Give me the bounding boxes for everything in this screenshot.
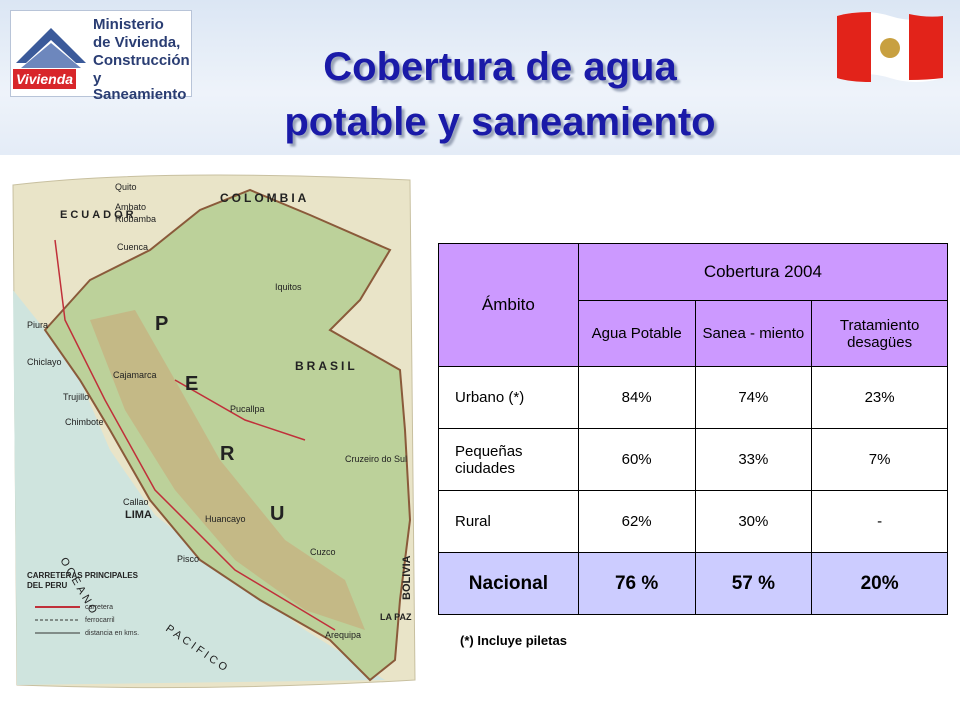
table-cell: 7% [811, 428, 948, 491]
logo-text: de Vivienda, [93, 34, 181, 51]
logo-icon [16, 28, 86, 68]
table-cell: 30% [694, 490, 813, 553]
flag [837, 12, 943, 82]
map-label: Riobamba [115, 214, 156, 224]
legend-title: CARRETERAS PRINCIPALES [27, 571, 139, 580]
map-label: BOLIVIA [401, 555, 413, 600]
footnote: (*) Incluye piletas [460, 633, 567, 648]
logo-text: Ministerio [93, 16, 164, 33]
total-cell: Nacional [438, 552, 579, 615]
map-label: COLOMBIA [220, 191, 309, 205]
map-label: Callao [123, 497, 149, 507]
total-cell: 57 % [694, 552, 813, 615]
table-row: Urbano (*) 84% 74% 23% [438, 366, 948, 429]
header: Vivienda Ministerio de Vivienda, Constru… [0, 0, 960, 155]
title: potable y saneamiento [284, 100, 716, 144]
map-label: Trujillo [63, 392, 89, 402]
map-label: Cajamarca [113, 370, 157, 380]
table-cell: 33% [694, 428, 813, 491]
map-label: Huancayo [205, 514, 246, 524]
map-label: Cuenca [117, 242, 148, 252]
map: COLOMBIA ECUADOR BRASIL BOLIVIA P E R U … [12, 174, 416, 689]
table-cell: 60% [577, 428, 696, 491]
map-label: Pisco [177, 554, 199, 564]
table-cell: Urbano (*) [438, 366, 579, 429]
table-cell: 74% [694, 366, 813, 429]
logo-badge: Vivienda [13, 69, 77, 89]
map-label: Chiclayo [27, 357, 62, 367]
map-label: E [185, 373, 198, 395]
table-cell: - [811, 490, 948, 553]
table-cell: Pequeñas ciudades [438, 428, 579, 491]
subheader-cell: Sanea - miento [694, 300, 813, 367]
table-cell: 23% [811, 366, 948, 429]
legend-title: DEL PERU [27, 581, 68, 590]
map-label: LA PAZ [380, 612, 412, 622]
map-label: P [155, 313, 168, 335]
legend-item: carretera [85, 604, 113, 611]
table-row: Rural 62% 30% - [438, 490, 948, 553]
map-label: Cruzeiro do Sul [345, 454, 407, 464]
table-cell: 84% [577, 366, 696, 429]
map-label: ECUADOR [60, 209, 137, 221]
subheader-cell: Tratamiento desagües [811, 300, 948, 367]
map-label: Iquitos [275, 282, 302, 292]
map-label: Piura [27, 320, 48, 330]
map-label: Cuzco [310, 547, 336, 557]
table-cell: 62% [577, 490, 696, 553]
header-cell: Cobertura 2004 [577, 243, 949, 301]
total-cell: 20% [811, 552, 948, 615]
logo: Vivienda Ministerio de Vivienda, Constru… [10, 10, 192, 103]
map-label: BRASIL [295, 359, 358, 373]
logo-text: Construcción [93, 52, 190, 69]
legend-item: distancia en kms. [85, 630, 139, 637]
header-cell: Ámbito [438, 243, 579, 367]
map-label: LIMA [125, 509, 152, 521]
map-label: Pucallpa [230, 404, 265, 414]
map-label: U [270, 503, 284, 525]
title: Cobertura de agua [323, 45, 677, 89]
map-label: Arequipa [325, 630, 361, 640]
legend-item: ferrocarril [85, 617, 115, 624]
map-label: Chimbote [65, 417, 104, 427]
subheader-cell: Agua Potable [577, 300, 696, 367]
table-row: Pequeñas ciudades 60% 33% 7% [438, 428, 948, 491]
coverage-table: Ámbito Cobertura 2004 Agua Potable Sanea… [438, 243, 949, 615]
total-cell: 76 % [577, 552, 696, 615]
table-cell: Rural [438, 490, 579, 553]
map-label: Ambato [115, 202, 146, 212]
map-label: Quito [115, 182, 137, 192]
logo-text: y Saneamiento [93, 70, 187, 103]
map-label: R [220, 443, 235, 465]
